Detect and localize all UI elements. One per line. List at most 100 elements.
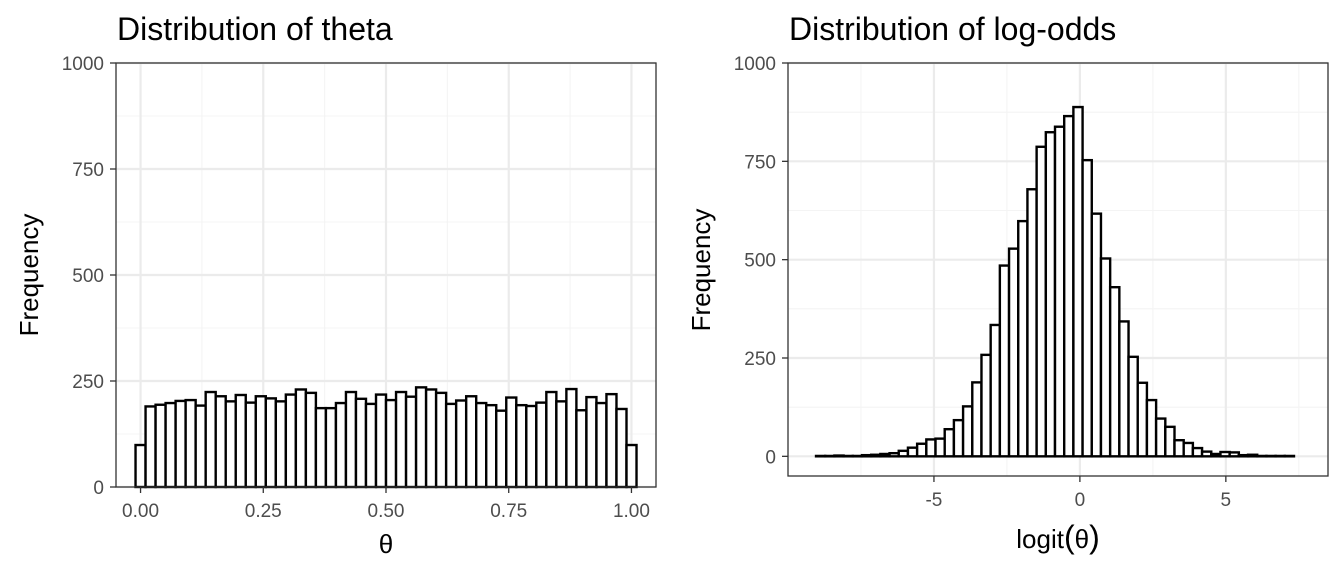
histogram-bar [214, 395, 227, 489]
histogram-bar [525, 404, 538, 489]
histogram-bar [1127, 355, 1139, 458]
histogram-bar [585, 395, 598, 489]
histogram-bar [394, 390, 408, 489]
histogram-bar [1026, 188, 1038, 458]
histogram-bar [625, 443, 638, 489]
histogram-bar [1099, 257, 1112, 458]
histogram-bar [1090, 212, 1103, 458]
y-axis-ticks: 0 250 500 750 1000 [734, 54, 788, 468]
x-axis-ticks: -5 0 5 [925, 476, 1231, 511]
histogram-bar [134, 443, 147, 489]
histogram-bar [474, 401, 488, 489]
histogram-bar [144, 405, 157, 489]
histogram-bar [615, 407, 628, 489]
histogram-bar [545, 390, 558, 489]
histogram-bar [254, 395, 267, 489]
histogram-bar [314, 406, 328, 489]
histogram-bar [515, 403, 528, 489]
y-tick-label: 250 [744, 349, 776, 370]
histogram-bar [1164, 425, 1176, 458]
histogram-bar [324, 406, 338, 489]
histogram-bar [1228, 451, 1241, 458]
histogram-bar [204, 390, 217, 489]
y-tick-label: 500 [744, 251, 776, 272]
histogram-bar [998, 264, 1011, 458]
histogram-bar [444, 402, 458, 489]
histogram-bar [464, 395, 478, 489]
histogram-bar [234, 393, 247, 489]
x-tick-label: -5 [925, 490, 942, 511]
y-tick-label: 750 [72, 160, 104, 181]
histogram-bar [184, 398, 197, 489]
x-axis-title-prefix: logit [1016, 524, 1064, 554]
histogram-bar [1072, 105, 1084, 458]
y-tick-label: 0 [93, 478, 104, 499]
histogram-bar [334, 401, 348, 489]
histogram-bar [906, 446, 919, 458]
histogram-bar [154, 403, 167, 489]
histogram-bar [384, 398, 398, 489]
histogram-bar [1246, 453, 1259, 458]
histogram-bar [833, 454, 845, 458]
histogram-bar [879, 452, 891, 458]
y-tick-label: 750 [744, 152, 776, 173]
histogram-bar [971, 381, 983, 458]
histogram-bar [595, 401, 608, 489]
histogram-bar [344, 390, 358, 489]
histogram-bar [404, 395, 418, 489]
histogram-bar [565, 387, 578, 489]
histogram-bar [934, 437, 946, 458]
x-axis-title-paren-close: ) [1089, 519, 1100, 555]
y-tick-label: 500 [72, 266, 104, 287]
histogram-bar [1118, 320, 1130, 458]
histogram-bar [869, 453, 882, 458]
x-tick-label: 0.50 [368, 501, 405, 522]
histogram-bar [495, 409, 508, 489]
histogram-bar [1219, 450, 1231, 458]
histogram-bar [374, 393, 388, 489]
x-tick-label: 0.75 [490, 501, 527, 522]
histogram-bar [1182, 441, 1195, 458]
histogram-bar [860, 453, 873, 458]
histogram-bar [224, 400, 237, 489]
histogram-bar [174, 399, 187, 489]
x-axis-title: θ [379, 529, 393, 559]
histogram-bar [1081, 158, 1093, 458]
histogram-bar [1053, 125, 1066, 458]
histogram-bar [485, 403, 498, 489]
chart-title: Distribution of theta [117, 11, 393, 47]
y-tick-label: 250 [72, 372, 104, 393]
histogram-bar [943, 427, 956, 458]
histogram-bar [354, 397, 368, 489]
histogram-bar [1173, 439, 1185, 458]
histogram-bar [304, 391, 318, 489]
histogram-bar [1210, 452, 1222, 458]
histogram-bar [244, 401, 257, 489]
histogram-bar [1136, 381, 1149, 458]
bars [814, 105, 1296, 458]
histogram-bar [414, 386, 428, 489]
panel-border [787, 62, 1329, 477]
histogram-bar [888, 451, 900, 458]
histogram-bar [294, 388, 308, 489]
x-axis-title: logit(θ) [1016, 519, 1099, 555]
histogram-bar [897, 449, 910, 458]
chart-title: Distribution of log-odds [789, 11, 1116, 47]
histogram-bar [1044, 131, 1057, 458]
histogram-bar [164, 401, 177, 489]
y-axis-ticks: 0 250 500 750 1000 [62, 54, 116, 499]
histogram-bar [952, 418, 965, 458]
histogram-bar [535, 401, 548, 489]
histogram-bar [434, 391, 448, 489]
y-axis-title: Frequency [14, 214, 44, 337]
y-tick-label: 1000 [62, 54, 104, 75]
x-tick-label: 0.25 [245, 501, 282, 522]
histogram-bar [1200, 450, 1213, 458]
histogram-bar [1017, 219, 1029, 458]
x-tick-label: 0 [1075, 490, 1086, 511]
histogram-bar [1035, 145, 1048, 458]
histogram-bar [264, 397, 278, 489]
histogram-bar [1237, 453, 1250, 458]
histogram-bar [605, 392, 618, 489]
